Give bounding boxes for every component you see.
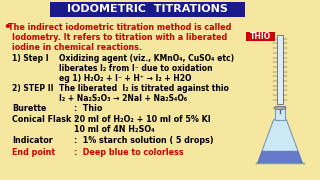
FancyBboxPatch shape [50, 2, 245, 17]
Bar [275, 106, 285, 120]
Text: I₂ + Na₂S₂O₃ → 2NaI + Na₂S₄O₆: I₂ + Na₂S₂O₃ → 2NaI + Na₂S₄O₆ [59, 94, 187, 103]
Text: Oxidizing agent (viz., KMnO₄, CuSO₄ etc): Oxidizing agent (viz., KMnO₄, CuSO₄ etc) [59, 54, 234, 63]
Text: iodine in chemical reactions.: iodine in chemical reactions. [12, 43, 142, 52]
Bar [277, 35, 283, 104]
Text: Iodometry. It refers to titration with a liberated: Iodometry. It refers to titration with a… [12, 33, 228, 42]
Text: 20 ml of H₂O₂ + 10 ml of 5% KI: 20 ml of H₂O₂ + 10 ml of 5% KI [74, 115, 210, 124]
Text: :  1% starch solution ( 5 drops): : 1% starch solution ( 5 drops) [74, 136, 213, 145]
Text: Burette: Burette [12, 104, 46, 113]
Text: End point: End point [12, 148, 55, 157]
Text: THIO: THIO [250, 32, 271, 41]
Text: 2) STEP II: 2) STEP II [12, 84, 54, 93]
Text: eg 1) H₂O₂ + I⁻ + H⁺ → I₂ + H2O: eg 1) H₂O₂ + I⁻ + H⁺ → I₂ + H2O [59, 74, 192, 83]
Polygon shape [258, 151, 302, 163]
Text: :  Thio: : Thio [74, 104, 102, 113]
Text: •: • [3, 21, 11, 34]
Ellipse shape [274, 106, 286, 110]
Text: 1) Step I: 1) Step I [12, 54, 49, 63]
Text: Conical Flask :: Conical Flask : [12, 115, 77, 124]
Text: The indirect iodometric titration method is called: The indirect iodometric titration method… [8, 23, 231, 32]
Text: :  Deep blue to colorless: : Deep blue to colorless [74, 148, 183, 157]
FancyBboxPatch shape [246, 31, 275, 41]
Text: liberates I₂ from I⁻ due to oxidation: liberates I₂ from I⁻ due to oxidation [59, 64, 213, 73]
Text: IODOMETRIC  TITRATIONS: IODOMETRIC TITRATIONS [67, 4, 228, 14]
Text: 10 ml of 4N H₂SO₄: 10 ml of 4N H₂SO₄ [74, 125, 154, 134]
Polygon shape [258, 120, 302, 163]
Text: The liberated  I₂ is titrated against thio: The liberated I₂ is titrated against thi… [59, 84, 229, 93]
Text: Indicator: Indicator [12, 136, 53, 145]
